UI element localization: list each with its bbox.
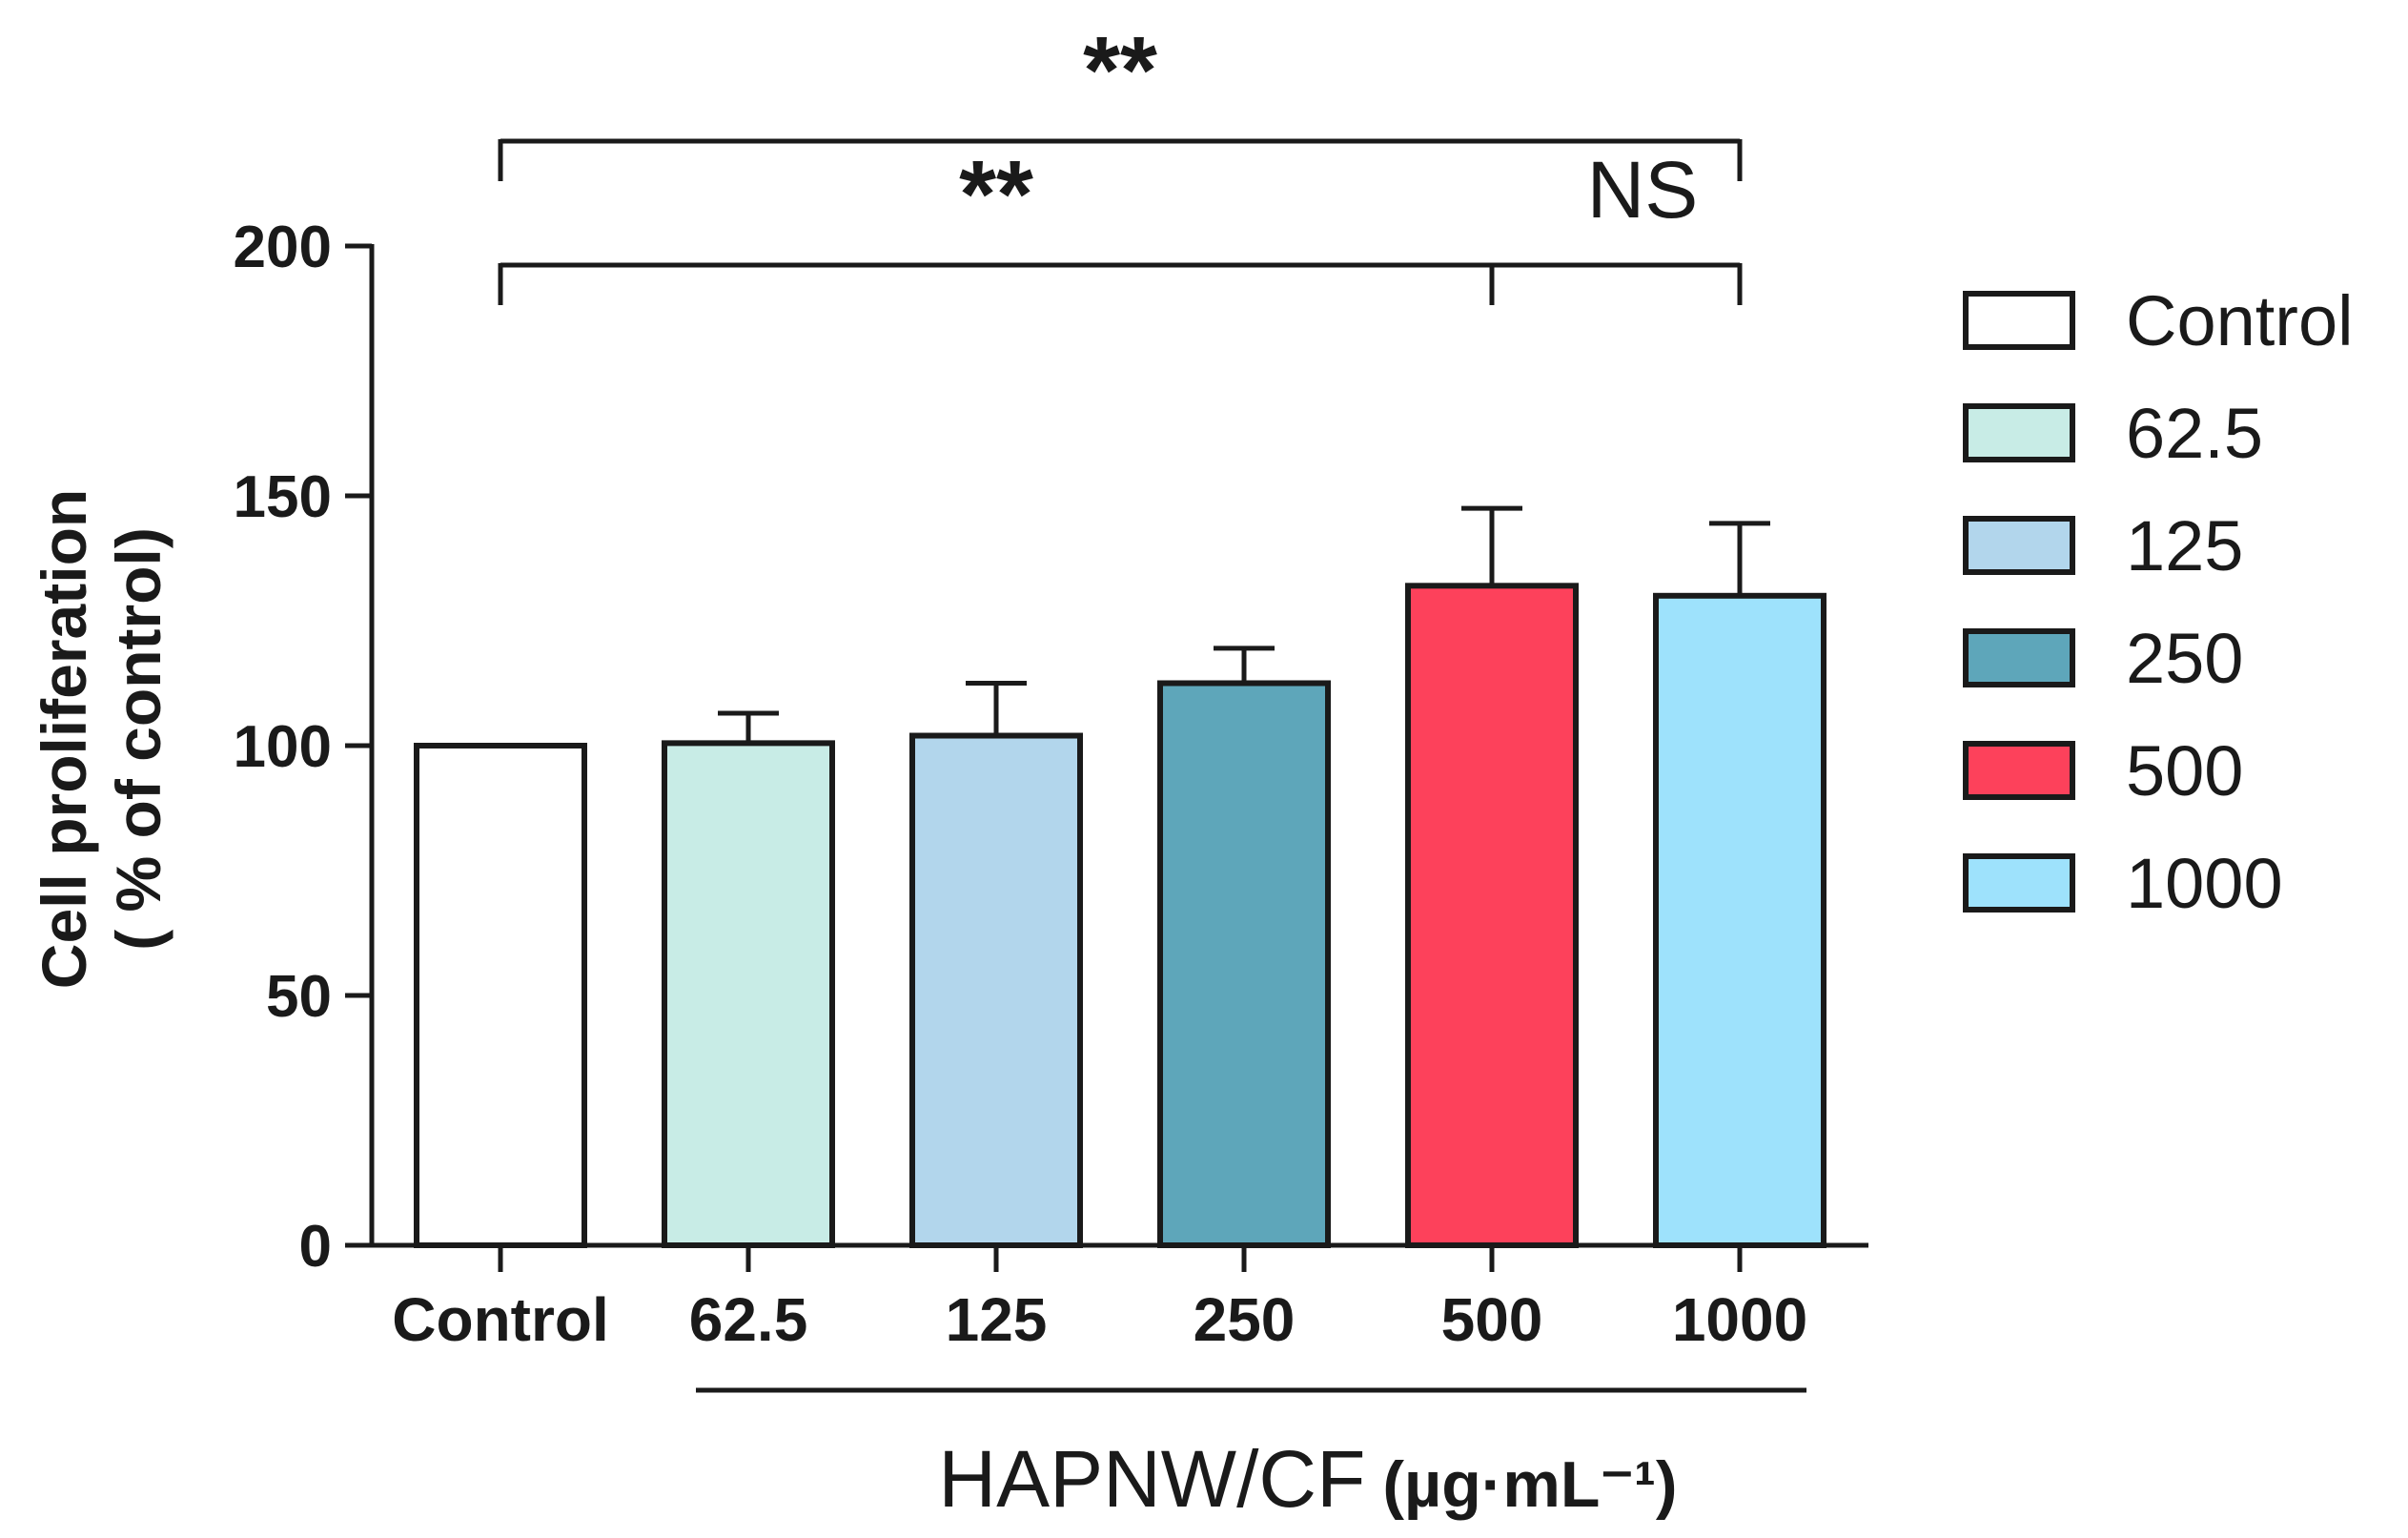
bar: [662, 740, 835, 1248]
x-tick-label: 250: [1194, 1285, 1296, 1354]
legend-swatch: [1963, 628, 2075, 687]
significance-label: NS: [1587, 145, 1699, 235]
x-tick-label: Control: [392, 1285, 609, 1354]
x-tick-label: 1000: [1672, 1285, 1807, 1354]
y-axis: 0 50 100 150 200: [234, 215, 375, 1280]
legend: Control 62.5 125 250 500 1000: [1963, 281, 2354, 923]
significance-brackets: ** ** NS: [498, 17, 1743, 305]
y-tick-label: 200: [234, 215, 332, 280]
x-axis-label-unit: (µg·mL⁻¹): [1382, 1448, 1677, 1521]
x-tick-label: 500: [1441, 1285, 1543, 1354]
legend-swatch: [1963, 516, 2075, 575]
legend-swatch: [1963, 853, 2075, 913]
bar: [1157, 680, 1331, 1248]
bar: [1405, 583, 1579, 1248]
legend-swatch: [1963, 291, 2075, 350]
y-tick-label: 0: [299, 1214, 332, 1280]
legend-label: Control: [2126, 281, 2354, 360]
bar: [909, 732, 1083, 1248]
y-axis-label-line1: Cell proliferation: [29, 489, 99, 989]
legend-label: 1000: [2126, 844, 2283, 923]
legend-label: 62.5: [2126, 394, 2263, 473]
bars: [414, 505, 1826, 1248]
x-tick-label: 125: [946, 1285, 1048, 1354]
x-tick-label: 62.5: [689, 1285, 808, 1354]
x-axis-label: HAPNW/CF (µg·mL⁻¹): [938, 1434, 1677, 1524]
x-axis-label-name: HAPNW/CF: [938, 1434, 1365, 1524]
y-tick-label: 100: [234, 714, 332, 780]
significance-label: **: [1083, 17, 1157, 124]
legend-swatch: [1963, 403, 2075, 462]
legend-label: 125: [2126, 506, 2243, 585]
x-axis: Control 62.5 125 250 500 1000: [370, 1242, 1868, 1354]
y-axis-label-line2: ( % of control): [103, 527, 173, 951]
bar: [414, 743, 587, 1248]
legend-label: 500: [2126, 731, 2243, 810]
y-tick-label: 150: [234, 464, 332, 530]
legend-swatch: [1963, 741, 2075, 800]
y-tick-label: 50: [266, 964, 332, 1030]
significance-label: **: [959, 141, 1033, 248]
legend-label: 250: [2126, 619, 2243, 698]
bar: [1653, 592, 1826, 1248]
